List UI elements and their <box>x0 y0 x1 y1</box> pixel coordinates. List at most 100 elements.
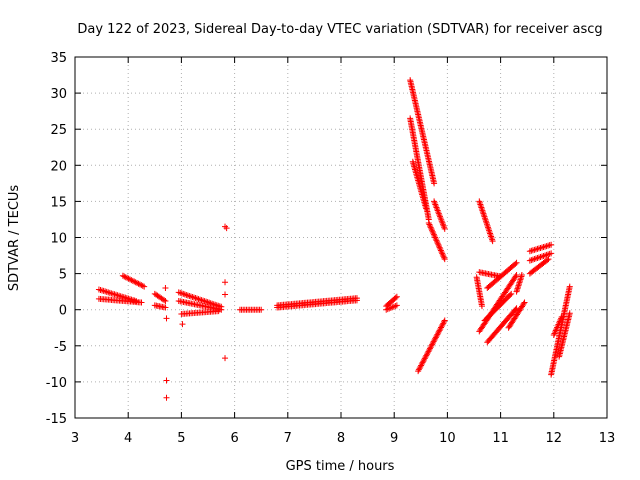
data-point <box>121 273 128 280</box>
data-point <box>440 253 447 260</box>
y-tick-label: 30 <box>50 87 67 102</box>
data-point <box>437 247 444 254</box>
data-track <box>236 306 265 313</box>
data-point <box>478 206 485 213</box>
data-point <box>162 298 169 305</box>
data-point <box>423 352 430 359</box>
data-point <box>425 220 432 227</box>
data-point <box>180 290 187 297</box>
data-point <box>425 348 432 355</box>
data-track <box>473 274 485 310</box>
data-point <box>422 354 429 361</box>
data-point <box>138 299 145 306</box>
data-point <box>436 244 443 251</box>
data-track <box>383 293 400 310</box>
data-track <box>526 241 555 255</box>
data-point <box>190 294 197 301</box>
data-point <box>477 202 484 209</box>
data-point <box>415 366 422 373</box>
data-point <box>218 306 225 313</box>
y-tick-label: -15 <box>46 412 67 427</box>
data-point <box>479 209 486 216</box>
data-point <box>539 253 546 260</box>
data-point <box>483 219 490 226</box>
data-point <box>476 198 483 205</box>
data-point <box>431 337 438 344</box>
data-point <box>429 339 436 346</box>
data-point <box>222 355 229 362</box>
data-track <box>526 250 555 264</box>
data-point <box>540 252 547 259</box>
y-tick-label: 10 <box>50 232 67 247</box>
data-point <box>163 377 170 384</box>
y-tick-label: -10 <box>46 376 67 391</box>
data-point <box>537 253 544 260</box>
data-point <box>441 256 448 263</box>
data-point <box>440 320 447 327</box>
data-point <box>441 317 448 324</box>
data-point <box>128 277 135 284</box>
data-point <box>482 216 489 223</box>
data-point <box>418 362 425 369</box>
data-point <box>531 256 538 263</box>
data-point <box>430 338 437 345</box>
data-track <box>274 295 360 309</box>
data-point <box>122 274 129 281</box>
data-point <box>428 225 435 232</box>
data-point <box>124 274 131 281</box>
data-track <box>151 290 169 305</box>
data-point <box>566 310 573 317</box>
data-point <box>521 299 528 306</box>
data-point <box>161 297 168 304</box>
data-point <box>432 335 439 342</box>
data-point <box>526 257 533 264</box>
data-point <box>162 285 169 292</box>
data-point <box>558 313 565 320</box>
x-tick-label: 5 <box>177 431 185 446</box>
data-track <box>407 77 438 187</box>
data-track <box>505 299 528 331</box>
data-point <box>488 235 495 242</box>
data-point <box>119 272 126 279</box>
data-track <box>526 256 552 277</box>
data-point <box>434 238 441 245</box>
data-point <box>421 356 428 363</box>
data-point <box>178 290 185 297</box>
data-point <box>435 241 442 248</box>
data-point <box>135 280 142 287</box>
data-point <box>435 330 442 337</box>
y-tick-label: 20 <box>50 159 67 174</box>
y-tick-label: 5 <box>59 268 67 283</box>
data-point <box>187 293 194 300</box>
data-point <box>478 204 485 211</box>
x-tick-label: 7 <box>284 431 292 446</box>
data-point <box>487 230 494 237</box>
data-point <box>431 180 438 187</box>
data-point <box>428 227 435 234</box>
data-point <box>485 225 492 232</box>
data-point <box>513 272 520 279</box>
data-point <box>222 223 229 230</box>
data-point <box>432 234 439 241</box>
data-point <box>528 257 535 264</box>
data-point <box>508 290 515 297</box>
data-point <box>434 331 441 338</box>
data-point <box>179 321 186 328</box>
data-point <box>480 212 487 219</box>
data-point <box>136 281 143 288</box>
data-point <box>175 289 182 296</box>
data-point <box>489 236 496 243</box>
data-point <box>529 256 536 263</box>
data-point <box>483 221 490 228</box>
data-point <box>432 235 439 242</box>
data-point <box>476 199 483 206</box>
data-track <box>178 308 222 318</box>
data-track <box>556 310 573 360</box>
data-point <box>419 359 426 366</box>
data-point <box>548 241 555 248</box>
data-point <box>426 221 433 228</box>
x-tick-label: 10 <box>439 431 456 446</box>
data-point <box>133 298 140 305</box>
data-point <box>138 282 145 289</box>
data-point <box>437 325 444 332</box>
